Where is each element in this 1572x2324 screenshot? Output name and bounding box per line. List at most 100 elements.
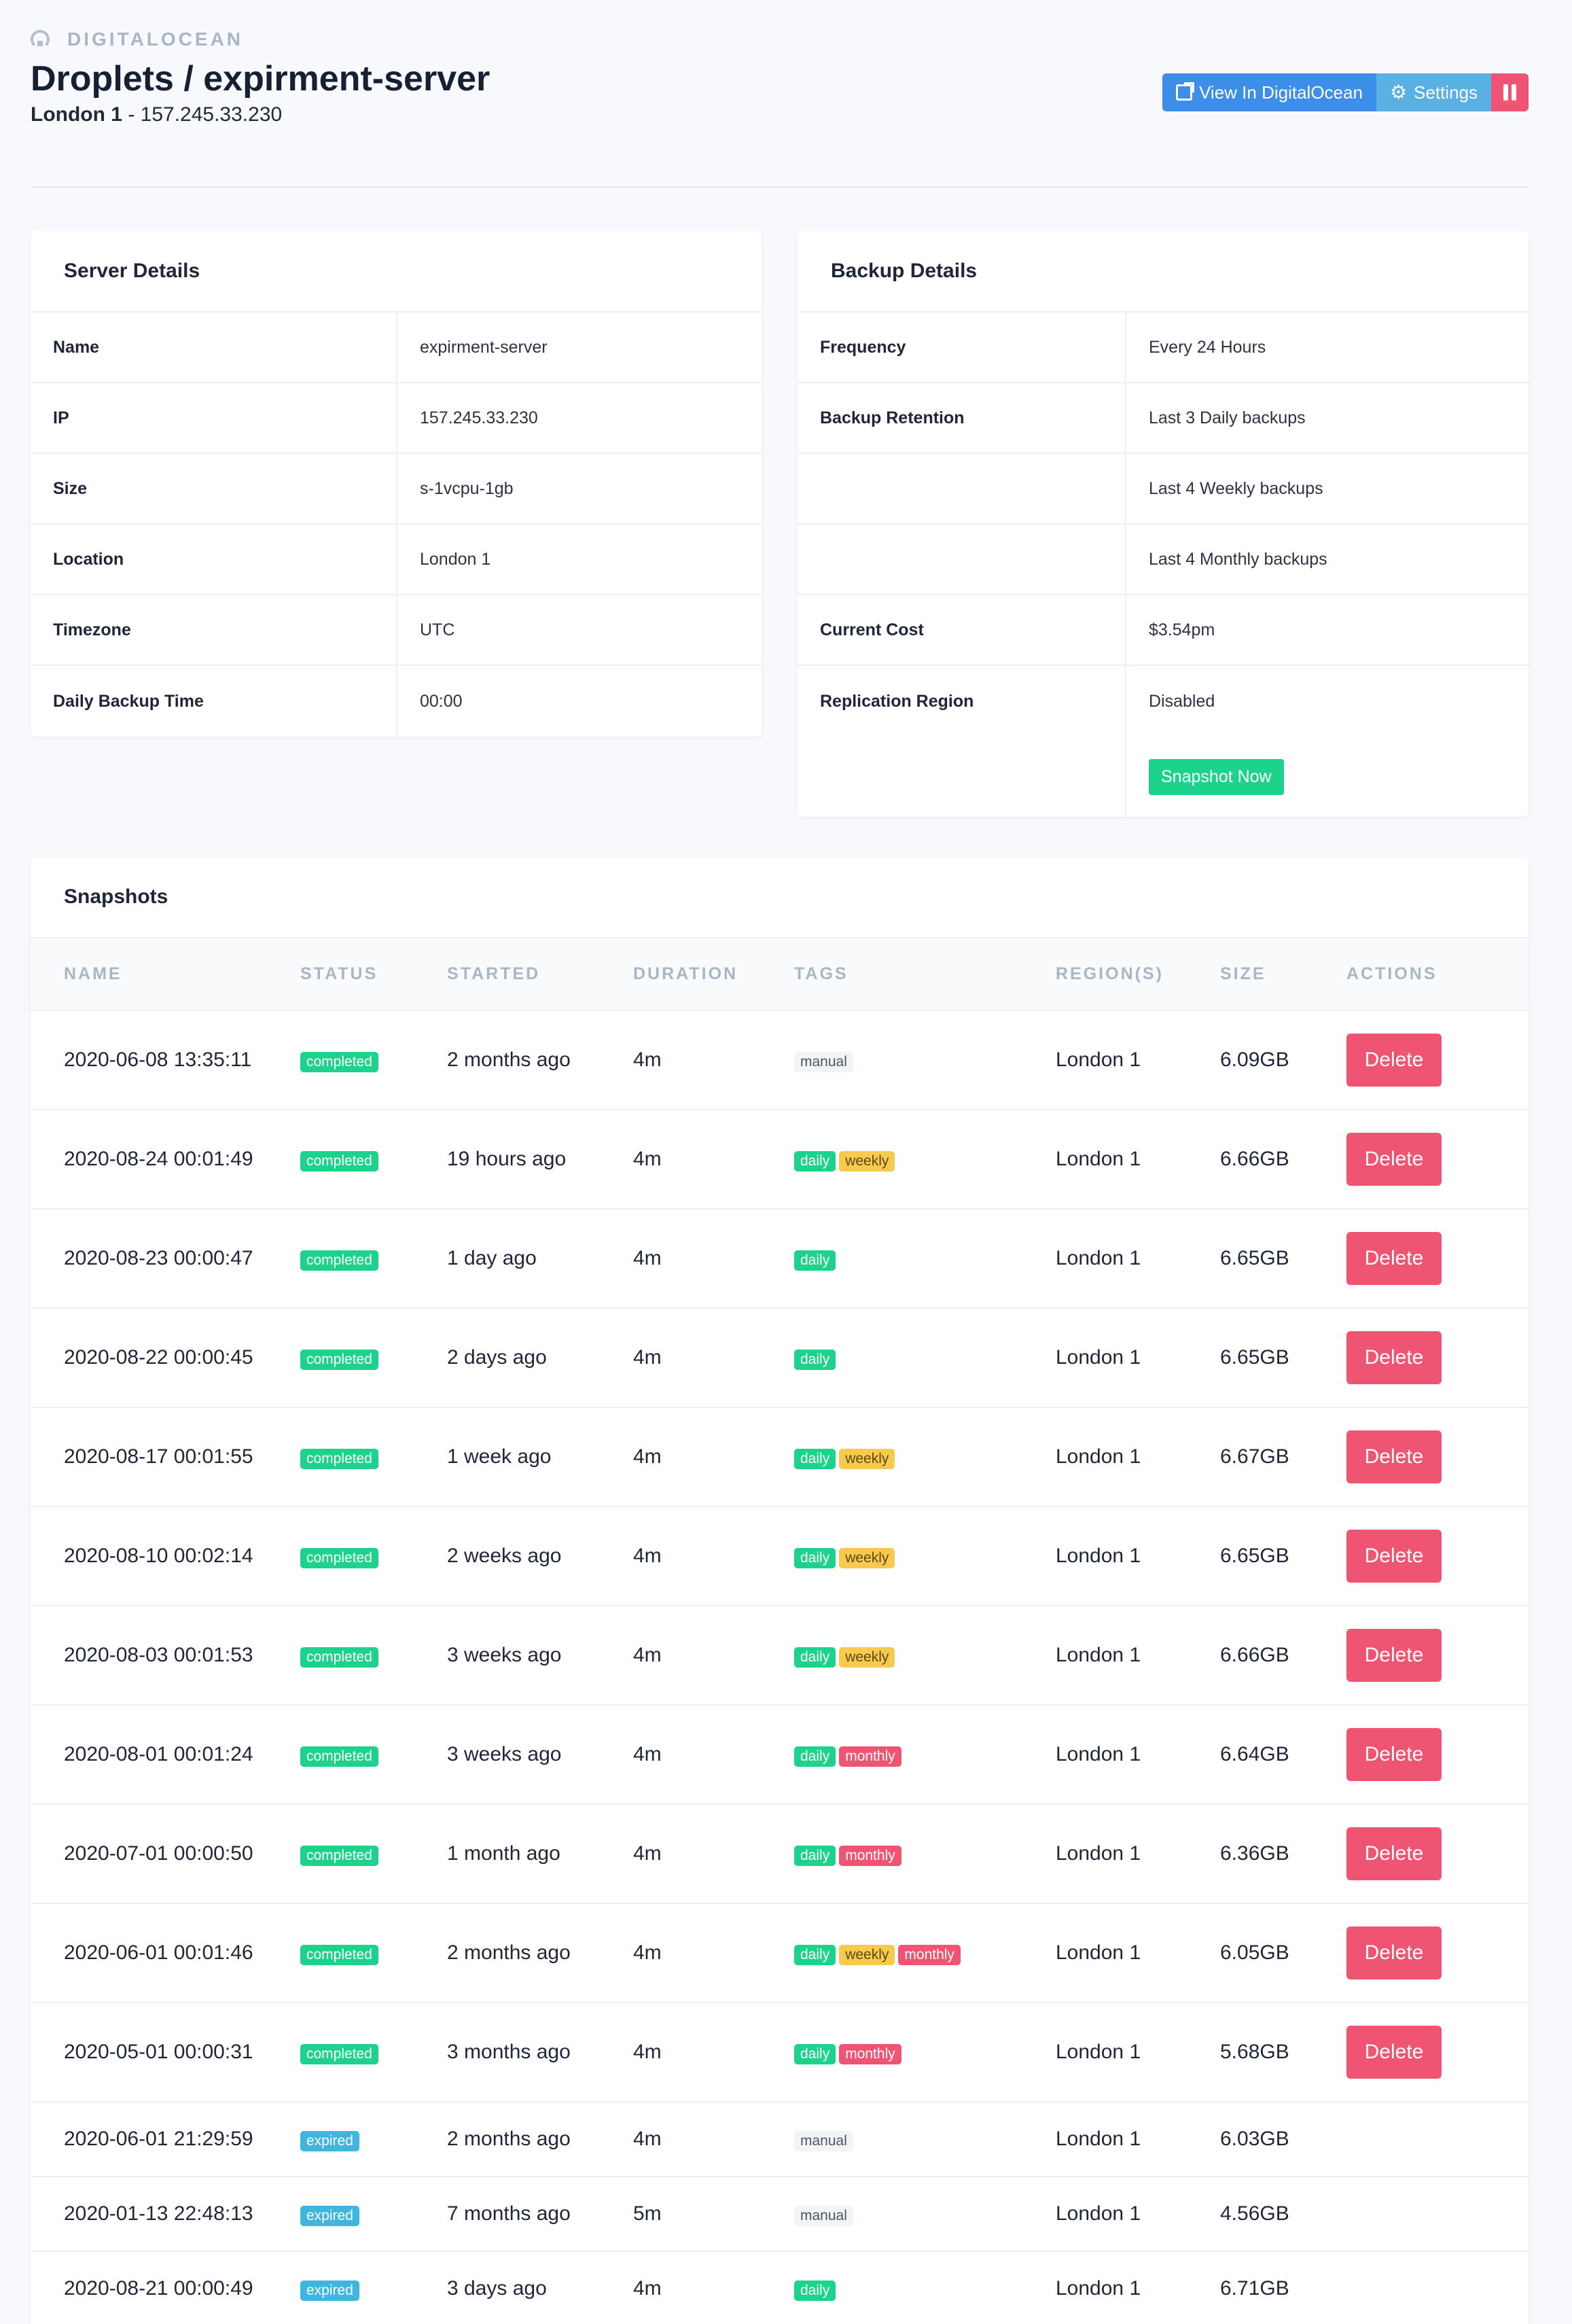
brand[interactable]: DIGITALOCEAN [31,29,243,50]
snapshot-started: 2 months ago [447,1903,633,2003]
snapshot-duration: 4m [633,2102,794,2177]
snapshot-duration: 4m [633,1606,794,1706]
snapshot-region: London 1 [1056,1010,1220,1110]
kv-key: Current Cost [798,595,1126,665]
delete-button[interactable]: Delete [1346,1331,1442,1384]
status-badge: completed [300,1349,378,1370]
snapshot-status-cell: completed [300,1705,447,1805]
settings-label: Settings [1414,82,1478,103]
status-badge: completed [300,1845,378,1866]
kv-value: London 1 [420,549,491,569]
snapshot-name: 2020-06-08 13:35:11 [31,1010,300,1110]
table-row: 2020-07-01 00:00:50 completed 1 month ago 4… [31,1804,1529,1904]
snapshot-size: 6.05GB [1220,1903,1346,2003]
snapshot-actions: Delete [1346,1903,1529,2003]
snapshot-actions: Delete [1346,1209,1529,1309]
delete-button[interactable]: Delete [1346,1530,1442,1583]
table-row: 2020-08-03 00:01:53 completed 3 weeks ago 4… [31,1606,1529,1706]
snapshot-size: 6.66GB [1220,1606,1346,1706]
tag-badge: monthly [898,1944,961,1965]
delete-button[interactable]: Delete [1346,1034,1442,1087]
kv-value: UTC [420,620,455,639]
snapshot-status-cell: completed [300,1407,447,1507]
snapshot-name: 2020-07-01 00:00:50 [31,1804,300,1904]
table-row: 2020-08-17 00:01:55 completed 1 week ago 4m… [31,1407,1529,1507]
tag-badge: daily [794,1746,836,1767]
delete-button[interactable]: Delete [1346,1926,1442,1979]
snapshot-actions: Delete [1346,1705,1529,1805]
table-row: 2020-08-10 00:02:14 completed 2 weeks ago 4… [31,1507,1529,1606]
snapshot-duration: 4m [633,2003,794,2102]
tag-badge: daily [794,1845,836,1866]
tag-badge: monthly [839,2043,901,2064]
column-header: STATUS [300,938,447,1011]
backup-details-table: Frequency Every 24 Hours Backup Retention L… [798,313,1529,737]
kv-value: s-1vcpu-1gb [420,478,514,498]
kv-value: Last 4 Weekly backups [1149,478,1323,498]
view-in-digitalocean-button[interactable]: View In DigitalOcean [1162,73,1376,111]
kv-row: Timezone UTC [31,595,762,666]
snapshot-region: London 1 [1056,2177,1220,2252]
header-actions: View In DigitalOcean ⚙ Settings [1162,73,1529,111]
column-header: NAME [31,938,300,1011]
status-badge: completed [300,1448,378,1469]
delete-button[interactable]: Delete [1346,1728,1442,1781]
snapshot-duration: 4m [633,1209,794,1309]
snapshot-status-cell: expired [300,2102,447,2177]
table-row: 2020-08-01 00:01:24 completed 3 weeks ago 4… [31,1705,1529,1805]
kv-row: Location London 1 [31,525,762,595]
snapshot-duration: 4m [633,1507,794,1606]
snapshot-name: 2020-06-01 00:01:46 [31,1903,300,2003]
snapshot-name: 2020-08-17 00:01:55 [31,1407,300,1507]
kv-key [798,454,1126,523]
snapshot-started: 2 months ago [447,1010,633,1110]
tag-badge: weekly [839,1944,895,1965]
kv-key: IP [31,383,397,453]
status-badge: expired [300,2130,359,2151]
delete-button[interactable]: Delete [1346,2026,1442,2079]
snapshot-started: 3 months ago [447,2003,633,2102]
snapshot-status-cell: completed [300,1804,447,1904]
snapshot-size: 6.66GB [1220,1110,1346,1210]
tag-badge: weekly [839,1448,895,1469]
column-header: DURATION [633,938,794,1011]
delete-button[interactable]: Delete [1346,1232,1442,1285]
snapshot-tags: daily weekly [794,1110,1056,1210]
status-badge: completed [300,1150,378,1172]
snapshot-tags: daily weekly [794,1606,1056,1706]
tag-badge: manual [794,2130,853,2151]
status-badge: completed [300,2043,378,2064]
settings-button[interactable]: ⚙ Settings [1376,73,1491,111]
pause-button[interactable] [1491,73,1529,111]
snapshot-duration: 4m [633,1903,794,2003]
snapshot-size: 6.09GB [1220,1010,1346,1110]
column-header: TAGS [794,938,1056,1011]
kv-value: Every 24 Hours [1149,337,1266,357]
kv-row: Current Cost $3.54pm [798,595,1529,666]
kv-row: Frequency Every 24 Hours [798,313,1529,383]
delete-button[interactable]: Delete [1346,1430,1442,1483]
brand-name: DIGITALOCEAN [67,29,244,50]
kv-value: Last 4 Monthly backups [1149,549,1327,569]
kv-key: Timezone [31,595,397,665]
delete-button[interactable]: Delete [1346,1133,1442,1186]
tag-badge: weekly [839,1547,895,1568]
delete-button[interactable]: Delete [1346,1827,1442,1880]
snapshot-duration: 4m [633,1407,794,1507]
tag-badge: monthly [839,1746,901,1767]
snapshot-status-cell: completed [300,1110,447,1210]
table-header-row: NAME STATUS STARTED DURATION TAGS REGION(S) SI… [31,938,1529,1011]
snapshot-status-cell: completed [300,1209,447,1309]
snapshot-started: 3 weeks ago [447,1606,633,1706]
snapshot-actions: Delete [1346,1804,1529,1904]
snapshot-actions [1346,2177,1529,2252]
snapshot-tags: daily weekly monthly [794,1903,1056,2003]
snapshot-tags: daily monthly [794,1804,1056,1904]
digitalocean-logo-icon [31,30,50,49]
snapshot-now-button[interactable]: Snapshot Now [1149,758,1284,795]
snapshot-duration: 4m [633,2251,794,2324]
snapshot-name: 2020-08-22 00:00:45 [31,1308,300,1408]
delete-button[interactable]: Delete [1346,1629,1442,1682]
page-title: Droplets / expirment-server [31,59,490,99]
snapshot-tags: daily [794,2251,1056,2324]
